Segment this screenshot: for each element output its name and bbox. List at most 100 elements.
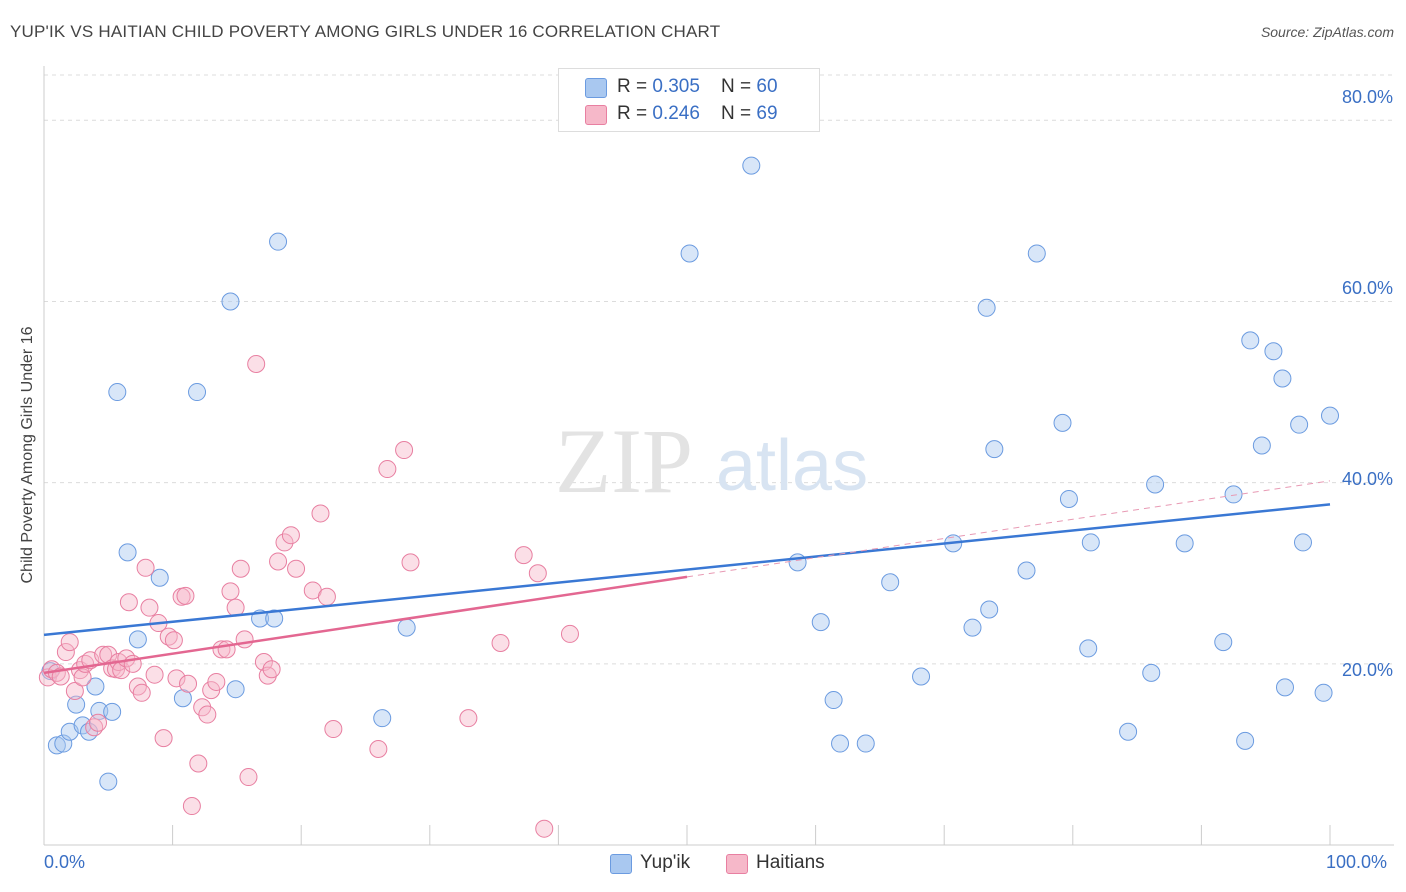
yupik-point: [985, 440, 1004, 459]
yupik-point: [1290, 415, 1309, 434]
legend-n-label: N =: [721, 76, 757, 97]
yupik-point: [788, 553, 807, 572]
chart-title: YUP'IK VS HAITIAN CHILD POVERTY AMONG GI…: [10, 22, 721, 41]
legend-swatch-yupik: [585, 78, 607, 98]
yupik-point: [99, 772, 118, 791]
yupik-point: [118, 543, 137, 562]
legend-r-value: 0.246: [652, 103, 700, 124]
yupik-point: [1079, 639, 1098, 658]
haitians-point: [239, 768, 258, 787]
yupik-point: [1275, 678, 1294, 697]
haitians-point: [560, 624, 579, 643]
haitians-point: [221, 582, 240, 601]
haitians-point: [176, 586, 195, 605]
haitians-point: [262, 660, 281, 679]
bottom-legend-swatch-yupik: [610, 854, 632, 874]
legend: R = 0.305 N = 60 R = 0.246 N = 69: [558, 68, 820, 132]
yupik-point: [103, 702, 122, 721]
haitians-point: [89, 713, 108, 732]
yupik-point: [1236, 731, 1255, 750]
haitians-point: [164, 631, 183, 650]
haitians-point: [395, 441, 414, 460]
yupik-point: [128, 630, 147, 649]
y-tick-label-80: 80.0%: [1341, 87, 1393, 107]
yupik-point: [1017, 561, 1036, 580]
yupik-point: [831, 734, 850, 753]
yupik-point: [742, 156, 761, 175]
haitians-point: [324, 720, 343, 739]
yupik-point: [54, 734, 73, 753]
yupik-point: [47, 736, 66, 755]
yupik-trendline: [43, 503, 1331, 637]
haitians-point: [56, 643, 75, 662]
yupik-point: [963, 618, 982, 637]
haitians-point: [247, 354, 266, 373]
haitians-point: [369, 739, 388, 758]
haitians-point: [378, 460, 397, 479]
yupik-point: [1142, 663, 1161, 682]
y-tick-label-60: 60.0%: [1341, 278, 1393, 298]
yupik-point: [1224, 485, 1243, 504]
x-tick-label-max: 100.0%: [1326, 852, 1388, 872]
haitians-point: [401, 553, 420, 572]
legend-r-label: R =: [617, 103, 653, 124]
bottom-legend-label-yupik: Yup'ik: [640, 852, 691, 873]
watermark-zip: ZIP: [555, 410, 693, 512]
yupik-point: [67, 695, 86, 714]
yupik-point: [108, 383, 127, 402]
yupik-point: [1252, 436, 1271, 455]
haitians-point: [491, 633, 510, 652]
haitians-point: [287, 559, 306, 578]
yupik-point: [269, 232, 288, 251]
yupik-point: [1321, 406, 1339, 425]
yupik-point: [1081, 533, 1100, 552]
haitians-point: [154, 729, 173, 748]
yupik-point: [1146, 475, 1165, 494]
haitians-trendline-extension: [686, 480, 1331, 578]
yupik-point: [1053, 413, 1072, 432]
haitians-point: [528, 564, 547, 583]
yupik-point: [221, 292, 240, 311]
watermark: ZIP atlas: [555, 410, 868, 512]
haitians-point: [145, 665, 164, 684]
haitians-point: [317, 587, 336, 606]
yupik-point: [1119, 722, 1138, 741]
bottom-legend-swatch-haitians: [726, 854, 748, 874]
yupik-point: [1273, 369, 1292, 388]
yupik-point: [1027, 244, 1046, 263]
yupik-point: [811, 613, 830, 632]
haitians-point: [514, 546, 533, 565]
haitians-point: [167, 669, 186, 688]
haitians-point: [459, 709, 478, 728]
haitians-point: [182, 797, 201, 816]
haitians-point: [207, 672, 226, 691]
haitians-point: [198, 705, 217, 724]
haitians-point: [535, 819, 554, 838]
haitians-point: [269, 552, 288, 571]
haitians-point: [281, 526, 300, 545]
yupik-point: [980, 600, 999, 619]
legend-r-value: 0.305: [652, 76, 700, 97]
yupik-point: [680, 244, 699, 263]
yupik-point: [1264, 342, 1283, 361]
y-tick-label-20: 20.0%: [1341, 660, 1393, 680]
haitians-point: [65, 682, 84, 700]
haitians-point: [217, 640, 236, 659]
haitians-point: [132, 683, 151, 702]
axes: [43, 66, 1394, 846]
yupik-point: [1175, 534, 1194, 553]
watermark-atlas: atlas: [716, 426, 868, 506]
haitians-point: [140, 598, 159, 617]
x-tick-label-min: 0.0%: [44, 852, 86, 872]
haitians-point: [60, 633, 79, 652]
yupik-point: [824, 691, 843, 710]
haitians-point: [119, 593, 138, 612]
yupik-point: [912, 667, 931, 686]
yupik-point: [977, 298, 996, 317]
legend-r-label: R =: [617, 76, 653, 97]
haitians-point: [73, 668, 92, 687]
source-label: Source: ZipAtlas.com: [1260, 24, 1394, 40]
legend-swatch-haitians: [585, 105, 607, 125]
trend-layer: [43, 480, 1331, 675]
